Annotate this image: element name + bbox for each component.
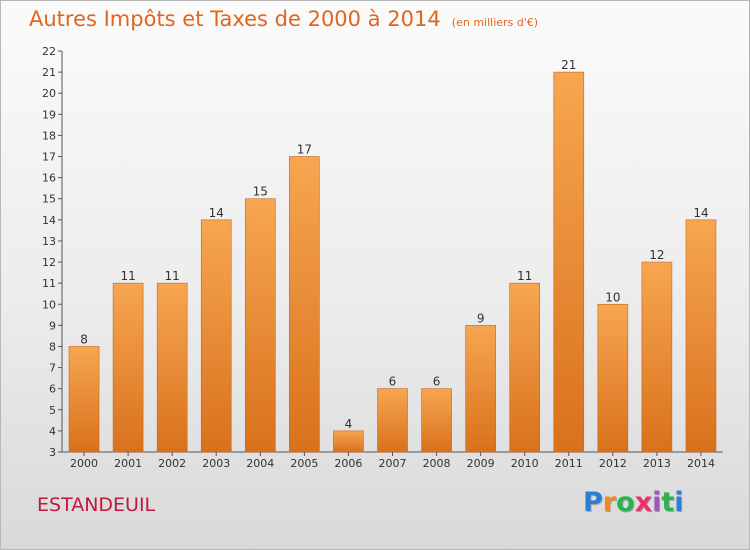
logo-letter: P xyxy=(583,487,603,518)
logo-letter: i xyxy=(652,487,662,518)
proxiti-logo: Proxiti xyxy=(583,487,684,518)
logo-letter: i xyxy=(674,487,684,518)
logo-letter: r xyxy=(602,487,617,518)
logo-letter: x xyxy=(634,487,653,518)
x-tick-label-2014: 2014 xyxy=(687,457,715,470)
y-tick-label: 9 xyxy=(49,319,56,332)
data-label-2006: 4 xyxy=(345,417,353,431)
y-tick-label: 4 xyxy=(49,425,56,438)
data-label-2013: 12 xyxy=(649,248,664,262)
x-tick-label-2007: 2007 xyxy=(379,457,407,470)
bar-2001 xyxy=(112,282,144,453)
bar-2011 xyxy=(553,71,585,453)
data-label-2008: 6 xyxy=(433,375,441,389)
x-tick-label-2008: 2008 xyxy=(423,457,451,470)
chart-title: Autres Impôts et Taxes de 2000 à 2014 xyxy=(29,7,441,31)
bar-2007 xyxy=(377,388,408,453)
y-tick-label: 5 xyxy=(49,404,56,417)
bar-2003 xyxy=(200,219,232,453)
y-tick-label: 18 xyxy=(42,129,56,142)
y-tick-label: 6 xyxy=(49,383,56,396)
data-label-2007: 6 xyxy=(389,375,397,389)
data-label-2001: 11 xyxy=(120,269,135,283)
y-tick-label: 12 xyxy=(42,256,56,269)
y-tick-label: 13 xyxy=(42,235,56,248)
x-tick-label-2010: 2010 xyxy=(511,457,539,470)
x-tick-label-2002: 2002 xyxy=(158,457,186,470)
data-label-2012: 10 xyxy=(605,290,620,304)
bar-2004 xyxy=(245,198,276,453)
y-tick-label: 22 xyxy=(42,45,56,58)
data-label-2011: 21 xyxy=(561,58,576,72)
data-label-2004: 15 xyxy=(253,185,268,199)
data-label-2005: 17 xyxy=(297,143,312,157)
y-tick-label: 3 xyxy=(49,446,56,459)
chart-title-row: Autres Impôts et Taxes de 2000 à 2014 (e… xyxy=(29,7,538,31)
y-tick-label: 17 xyxy=(42,151,56,164)
bar-2005 xyxy=(289,156,320,453)
x-tick-label-2013: 2013 xyxy=(643,457,671,470)
bar-2014 xyxy=(685,219,717,453)
data-label-2000: 8 xyxy=(80,332,88,346)
y-tick-label: 16 xyxy=(42,172,56,185)
bar-2013 xyxy=(641,261,673,453)
data-label-2014: 14 xyxy=(693,206,708,220)
bar-2000 xyxy=(68,346,100,453)
y-tick-label: 15 xyxy=(42,193,56,206)
x-tick-label-2001: 2001 xyxy=(114,457,142,470)
bar-2002 xyxy=(156,282,188,453)
chart-subtitle: (en milliers d'€) xyxy=(451,16,539,29)
y-tick-label: 10 xyxy=(42,298,56,311)
data-label-2009: 9 xyxy=(477,311,485,325)
bar-2006 xyxy=(333,430,364,453)
y-tick-label: 14 xyxy=(42,214,56,227)
commune-name: ESTANDEUIL xyxy=(37,494,156,516)
bar-2010 xyxy=(509,282,541,453)
x-tick-label-2000: 2000 xyxy=(70,457,98,470)
x-tick-label-2009: 2009 xyxy=(467,457,495,470)
y-tick-label: 20 xyxy=(42,87,56,100)
x-tick-label-2006: 2006 xyxy=(334,457,362,470)
x-tick-label-2005: 2005 xyxy=(290,457,318,470)
bar-2009 xyxy=(465,325,496,453)
bar-2008 xyxy=(421,388,452,453)
bar-2012 xyxy=(597,303,629,453)
x-tick-label-2012: 2012 xyxy=(599,457,627,470)
x-tick-label-2004: 2004 xyxy=(246,457,274,470)
data-label-2010: 11 xyxy=(517,269,532,283)
x-tick-label-2011: 2011 xyxy=(555,457,583,470)
y-tick-label: 7 xyxy=(49,362,56,375)
logo-letter: o xyxy=(616,487,635,518)
y-tick-label: 21 xyxy=(42,66,56,79)
logo-letter: t xyxy=(661,487,675,518)
data-label-2003: 14 xyxy=(209,206,224,220)
x-tick-label-2003: 2003 xyxy=(202,457,230,470)
y-tick-label: 8 xyxy=(49,340,56,353)
y-tick-label: 19 xyxy=(42,108,56,121)
data-label-2002: 11 xyxy=(165,269,180,283)
y-tick-label: 11 xyxy=(42,277,56,290)
